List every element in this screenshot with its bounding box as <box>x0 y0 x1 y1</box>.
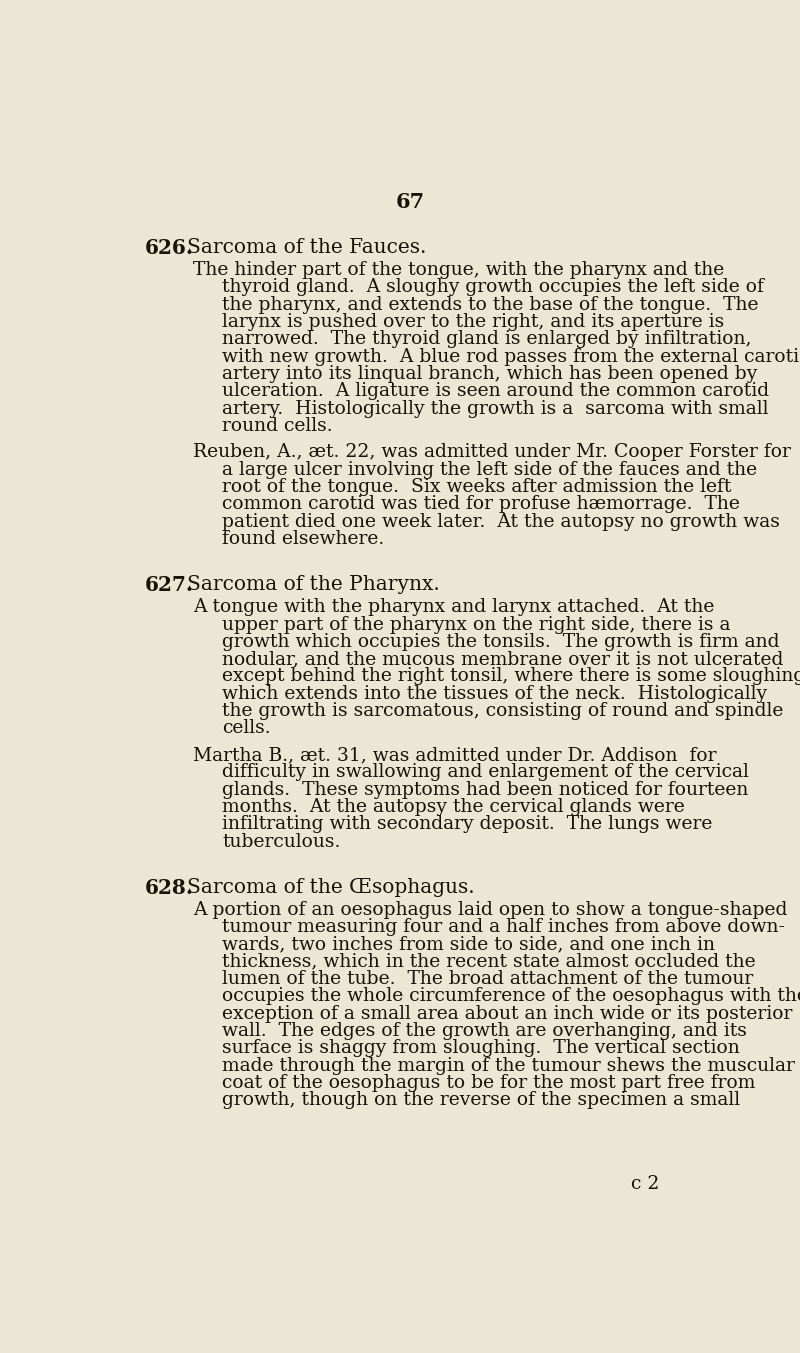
Text: 67: 67 <box>395 192 425 211</box>
Text: wall.  The edges of the growth are overhanging, and its: wall. The edges of the growth are overha… <box>222 1022 747 1040</box>
Text: months.  At the autopsy the cervical glands were: months. At the autopsy the cervical glan… <box>222 798 685 816</box>
Text: common carotid was tied for profuse hæmorrage.  The: common carotid was tied for profuse hæmo… <box>222 495 740 513</box>
Text: the growth is sarcomatous, consisting of round and spindle: the growth is sarcomatous, consisting of… <box>222 702 784 720</box>
Text: coat of the oesophagus to be for the most part free from: coat of the oesophagus to be for the mos… <box>222 1074 756 1092</box>
Text: wards, two inches from side to side, and one inch in: wards, two inches from side to side, and… <box>222 935 715 954</box>
Text: occupies the whole circumference of the oesophagus with the: occupies the whole circumference of the … <box>222 988 800 1005</box>
Text: A portion of an oesophagus laid open to show a tongue-shaped: A portion of an oesophagus laid open to … <box>193 901 787 919</box>
Text: exception of a small area about an inch wide or its posterior: exception of a small area about an inch … <box>222 1005 793 1023</box>
Text: which extends into the tissues of the neck.  Histologically: which extends into the tissues of the ne… <box>222 685 767 702</box>
Text: Sarcoma of the Pharynx.: Sarcoma of the Pharynx. <box>187 575 439 594</box>
Text: thyroid gland.  A sloughy growth occupies the left side of: thyroid gland. A sloughy growth occupies… <box>222 279 764 296</box>
Text: root of the tongue.  Six weeks after admission the left: root of the tongue. Six weeks after admi… <box>222 478 732 497</box>
Text: found elsewhere.: found elsewhere. <box>222 530 385 548</box>
Text: nodular, and the mucous membrane over it is not ulcerated: nodular, and the mucous membrane over it… <box>222 651 784 668</box>
Text: growth, though on the reverse of the specimen a small: growth, though on the reverse of the spe… <box>222 1092 741 1109</box>
Text: lumen of the tube.  The broad attachment of the tumour: lumen of the tube. The broad attachment … <box>222 970 754 988</box>
Text: thickness, which in the recent state almost occluded the: thickness, which in the recent state alm… <box>222 953 756 970</box>
Text: made through the margin of the tumour shews the muscular: made through the margin of the tumour sh… <box>222 1057 795 1074</box>
Text: 628.: 628. <box>145 878 194 897</box>
Text: difficulty in swallowing and enlargement of the cervical: difficulty in swallowing and enlargement… <box>222 763 750 781</box>
Text: 626.: 626. <box>145 238 194 258</box>
Text: Sarcoma of the Œsophagus.: Sarcoma of the Œsophagus. <box>187 878 474 897</box>
Text: patient died one week later.  At the autopsy no growth was: patient died one week later. At the auto… <box>222 513 780 530</box>
Text: the pharynx, and extends to the base of the tongue.  The: the pharynx, and extends to the base of … <box>222 295 759 314</box>
Text: 627.: 627. <box>145 575 194 595</box>
Text: ulceration.  A ligature is seen around the common carotid: ulceration. A ligature is seen around th… <box>222 382 770 400</box>
Text: A tongue with the pharynx and larynx attached.  At the: A tongue with the pharynx and larynx att… <box>193 598 714 616</box>
Text: tuberculous.: tuberculous. <box>222 832 341 851</box>
Text: cells.: cells. <box>222 720 271 737</box>
Text: growth which occupies the tonsils.  The growth is firm and: growth which occupies the tonsils. The g… <box>222 633 780 651</box>
Text: tumour measuring four and a half inches from above down-: tumour measuring four and a half inches … <box>222 919 786 936</box>
Text: Martha B., æt. 31, was admitted under Dr. Addison  for: Martha B., æt. 31, was admitted under Dr… <box>193 746 717 764</box>
Text: artery into its linqual branch, which has been opened by: artery into its linqual branch, which ha… <box>222 365 758 383</box>
Text: glands.  These symptoms had been noticed for fourteen: glands. These symptoms had been noticed … <box>222 781 749 798</box>
Text: Reuben, A., æt. 22, was admitted under Mr. Cooper Forster for: Reuben, A., æt. 22, was admitted under M… <box>193 444 791 461</box>
Text: The hinder part of the tongue, with the pharynx and the: The hinder part of the tongue, with the … <box>193 261 724 279</box>
Text: infiltrating with secondary deposit.  The lungs were: infiltrating with secondary deposit. The… <box>222 816 713 833</box>
Text: surface is shaggy from sloughing.  The vertical section: surface is shaggy from sloughing. The ve… <box>222 1039 740 1058</box>
Text: larynx is pushed over to the right, and its aperture is: larynx is pushed over to the right, and … <box>222 313 725 331</box>
Text: with new growth.  A blue rod passes from the external carotid: with new growth. A blue rod passes from … <box>222 348 800 365</box>
Text: Sarcoma of the Fauces.: Sarcoma of the Fauces. <box>187 238 426 257</box>
Text: except behind the right tonsil, where there is some sloughing: except behind the right tonsil, where th… <box>222 667 800 686</box>
Text: c 2: c 2 <box>631 1174 659 1193</box>
Text: artery.  Histologically the growth is a  sarcoma with small: artery. Histologically the growth is a s… <box>222 399 769 418</box>
Text: round cells.: round cells. <box>222 417 333 434</box>
Text: narrowed.  The thyroid gland is enlarged by infiltration,: narrowed. The thyroid gland is enlarged … <box>222 330 752 348</box>
Text: upper part of the pharynx on the right side, there is a: upper part of the pharynx on the right s… <box>222 616 731 633</box>
Text: a large ulcer involving the left side of the fauces and the: a large ulcer involving the left side of… <box>222 461 758 479</box>
